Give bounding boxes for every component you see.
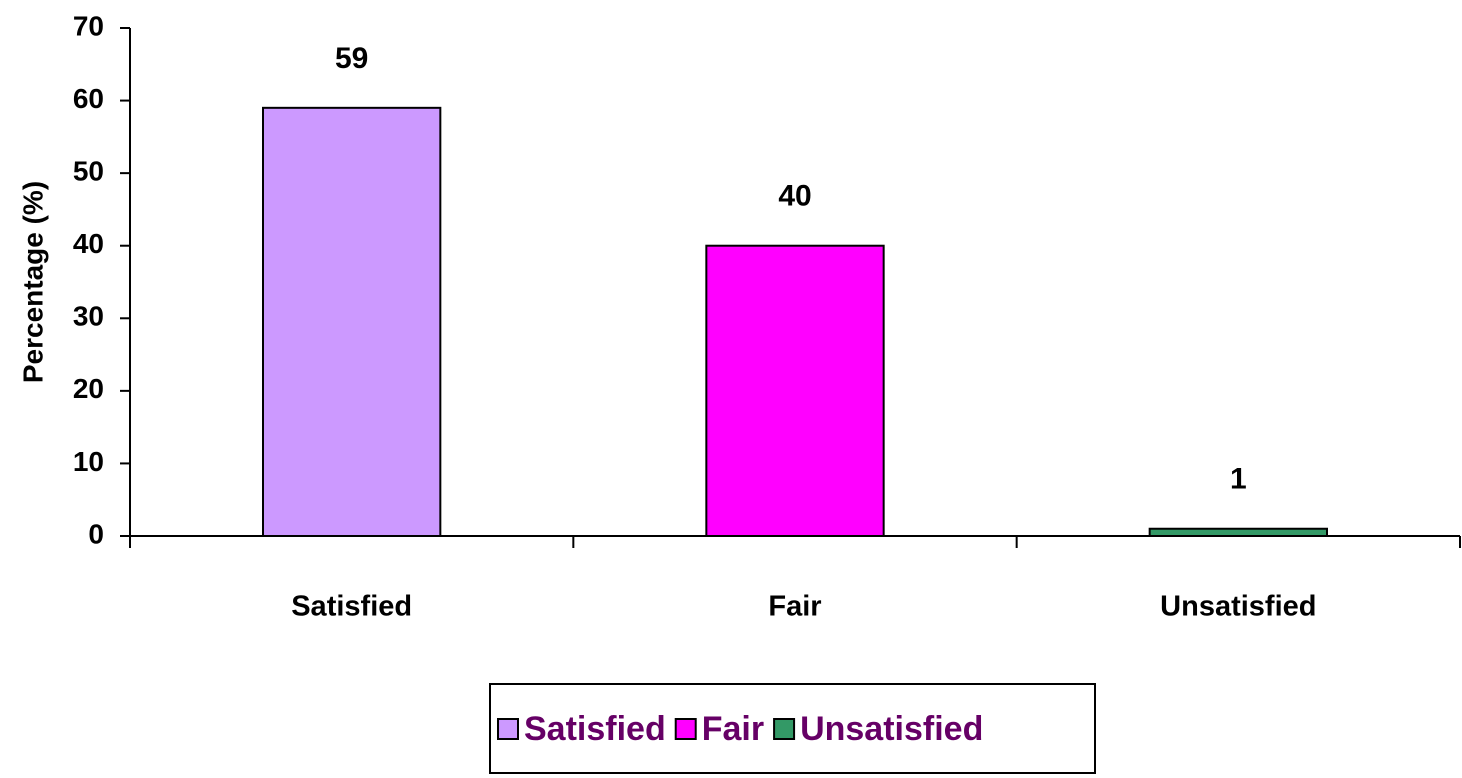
bar — [705, 244, 885, 537]
legend-label: Satisfied — [524, 710, 666, 748]
legend-swatch — [674, 718, 697, 740]
x-tick-label: Unsatisfied — [1160, 591, 1316, 623]
bar — [1148, 527, 1328, 538]
x-tick-label: Satisfied — [291, 591, 412, 623]
value-label: 59 — [335, 42, 368, 75]
value-label: 1 — [1230, 463, 1247, 496]
bar — [262, 106, 442, 537]
legend-label: Unsatisfied — [800, 710, 983, 748]
y-tick-label: 10 — [73, 446, 104, 477]
legend-swatch — [773, 718, 796, 740]
y-tick-label: 0 — [88, 518, 104, 549]
x-tick-label: Fair — [768, 591, 821, 623]
legend-label: Fair — [702, 710, 764, 748]
y-axis-label: Percentage (%) — [17, 181, 48, 383]
y-tick-label: 60 — [73, 83, 104, 114]
y-tick-label: 70 — [73, 10, 104, 41]
value-label: 40 — [778, 180, 811, 213]
legend-swatch — [497, 718, 519, 740]
y-tick-label: 50 — [73, 156, 104, 187]
y-tick-label: 20 — [73, 373, 104, 404]
y-tick-label: 40 — [73, 228, 104, 259]
y-tick-label: 30 — [73, 301, 104, 332]
